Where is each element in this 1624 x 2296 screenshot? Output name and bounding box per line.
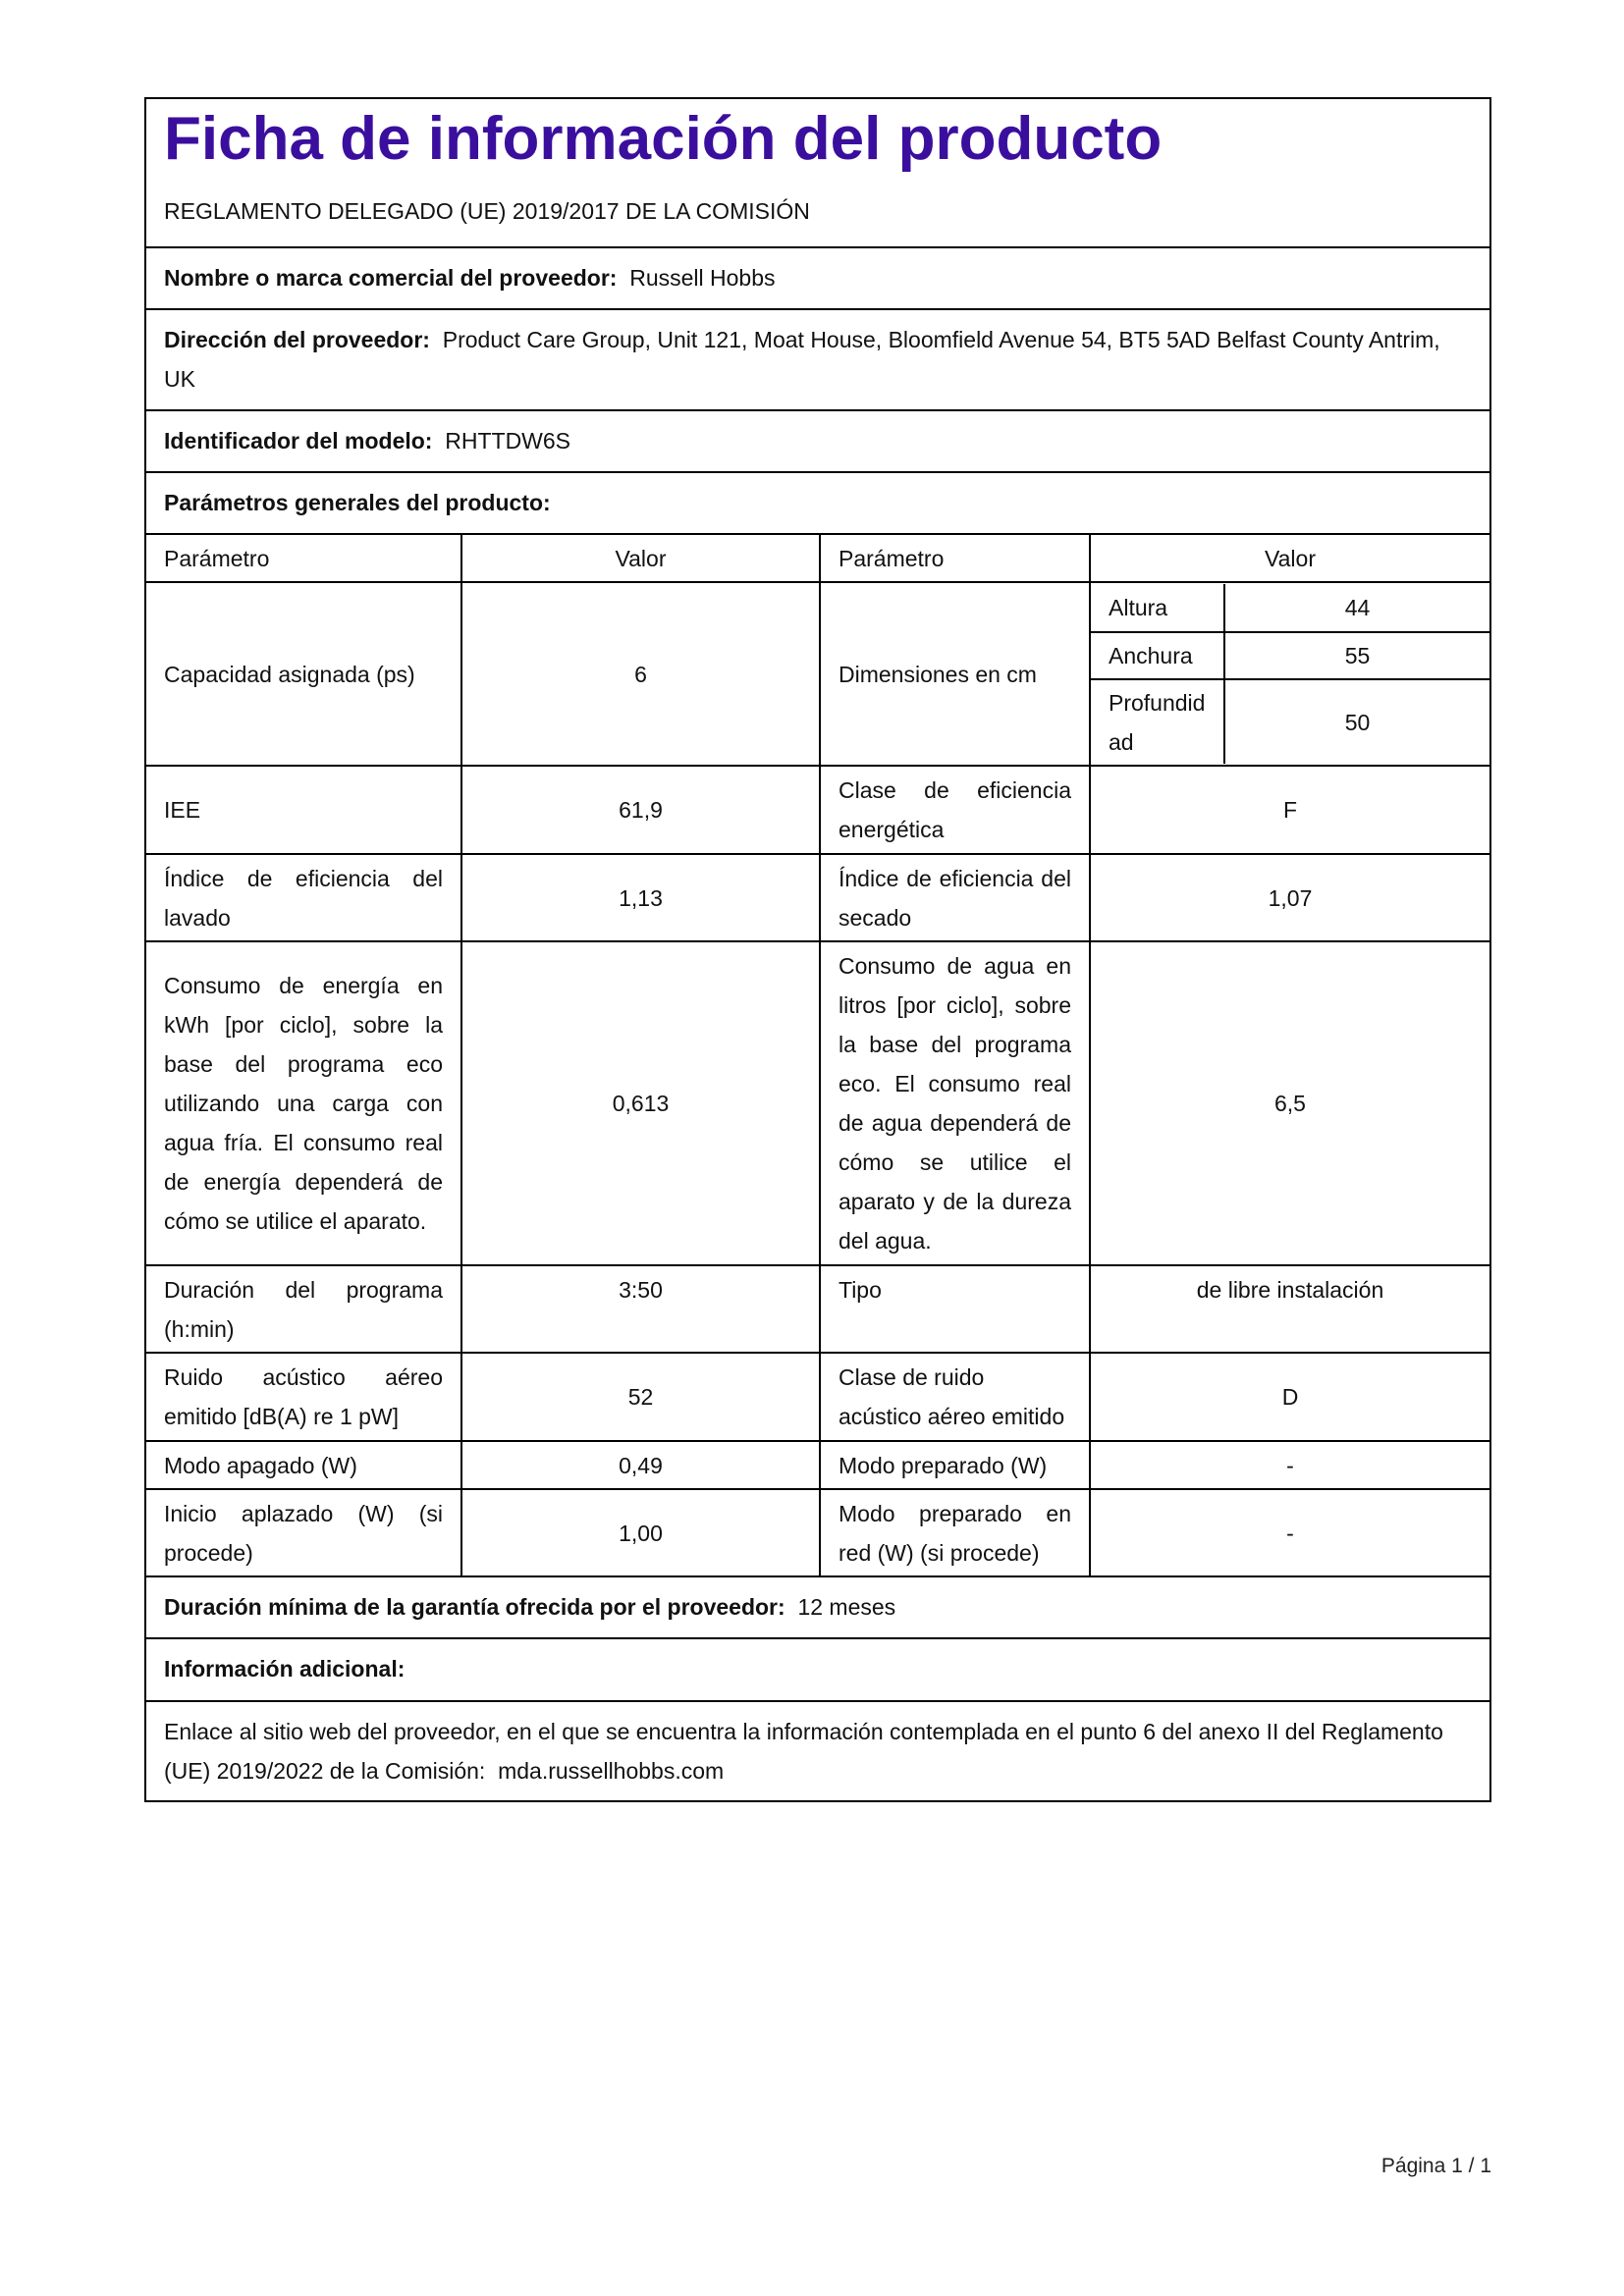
header-cell: Parámetro bbox=[146, 535, 462, 583]
value-cell: - bbox=[1089, 1488, 1489, 1575]
warranty-label: Duración mínima de la garantía ofrecida … bbox=[164, 1594, 785, 1620]
value-cell: 1,13 bbox=[460, 853, 821, 942]
link-row: Enlace al sitio web del proveedor, en el… bbox=[146, 1702, 1489, 1800]
table-row: Capacidad asignada (ps) 6 Dimensiones en… bbox=[146, 581, 1489, 767]
param-cell: Índice de eficiencia del lavado bbox=[146, 853, 462, 942]
model-row: Identificador del modelo: RHTTDW6S bbox=[146, 411, 1489, 473]
value-cell: 61,9 bbox=[460, 765, 821, 855]
param-cell: Modo preparado en red (W) (si procede) bbox=[819, 1488, 1091, 1575]
supplier-name-row: Nombre o marca comercial del proveedor: … bbox=[146, 248, 1489, 310]
param-cell: Ruido acústico aéreo emitido [dB(A) re 1… bbox=[146, 1352, 462, 1442]
param-cell: Inicio aplazado (W) (si procede) bbox=[146, 1488, 462, 1575]
value-cell: 6,5 bbox=[1089, 940, 1489, 1266]
value-cell: F bbox=[1089, 765, 1489, 855]
table-row: Índice de eficiencia del lavado 1,13 Índ… bbox=[146, 853, 1489, 942]
table-row: Inicio aplazado (W) (si procede) 1,00 Mo… bbox=[146, 1488, 1489, 1575]
additional-info-row: Información adicional: bbox=[146, 1639, 1489, 1702]
dim-label: Profundidad bbox=[1091, 679, 1225, 764]
value-cell: - bbox=[1089, 1440, 1489, 1490]
value-cell: 0,49 bbox=[460, 1440, 821, 1490]
param-cell: Consumo de agua en litros [por ciclo], s… bbox=[819, 940, 1091, 1266]
param-cell: IEE bbox=[146, 765, 462, 855]
table-row: Modo apagado (W) 0,49 Modo preparado (W)… bbox=[146, 1440, 1489, 1490]
dim-label: Altura bbox=[1091, 584, 1225, 633]
table-row: Consumo de energía en kWh [por ciclo], s… bbox=[146, 940, 1489, 1266]
header-block: Ficha de información del producto REGLAM… bbox=[146, 99, 1489, 248]
value-cell: 52 bbox=[460, 1352, 821, 1442]
param-cell: Clase de eficiencia energética bbox=[819, 765, 1091, 855]
value-cell: 0,613 bbox=[460, 940, 821, 1266]
value-cell: 6 bbox=[460, 581, 821, 767]
page-title: Ficha de información del producto bbox=[164, 105, 1163, 173]
dimensions-table: Altura 44 Anchura 55 Profundidad 50 bbox=[1091, 584, 1489, 764]
param-cell: Consumo de energía en kWh [por ciclo], s… bbox=[146, 940, 462, 1266]
table-row: Duración del programa (h:min) 3:50 Tipo … bbox=[146, 1264, 1489, 1354]
params-table-block: Parámetro Valor Parámetro Valor Capacida… bbox=[146, 535, 1489, 1577]
value-cell: de libre instalación bbox=[1089, 1264, 1489, 1354]
value-cell: 1,07 bbox=[1089, 853, 1489, 942]
param-cell: Dimensiones en cm bbox=[819, 581, 1091, 767]
dim-value: 50 bbox=[1344, 709, 1371, 735]
param-cell: Modo apagado (W) bbox=[146, 1440, 462, 1490]
dim-value: 55 bbox=[1224, 632, 1489, 680]
supplier-address-label: Dirección del proveedor: bbox=[164, 327, 430, 352]
header-cell: Valor bbox=[460, 535, 821, 583]
param-cell: Clase de ruido acústico aéreo emitido bbox=[819, 1352, 1091, 1442]
params-table: Parámetro Valor Parámetro Valor Capacida… bbox=[146, 535, 1489, 1575]
supplier-address-value: Product Care Group, Unit 121, Moat House… bbox=[164, 327, 1440, 392]
dimensions-cell: Altura 44 Anchura 55 Profundidad 50 bbox=[1089, 581, 1489, 767]
general-params-label: Parámetros generales del producto: bbox=[164, 490, 551, 515]
header-cell: Parámetro bbox=[819, 535, 1091, 583]
table-header-row: Parámetro Valor Parámetro Valor bbox=[146, 535, 1489, 583]
param-cell: Capacidad asignada (ps) bbox=[146, 581, 462, 767]
value-cell: D bbox=[1089, 1352, 1489, 1442]
model-label: Identificador del modelo: bbox=[164, 428, 433, 454]
header-cell: Valor bbox=[1089, 535, 1489, 583]
table-row: IEE 61,9 Clase de eficiencia energética … bbox=[146, 765, 1489, 855]
param-cell: Tipo bbox=[819, 1264, 1091, 1354]
dim-label: Anchura bbox=[1091, 632, 1225, 680]
additional-info-label: Información adicional: bbox=[164, 1656, 406, 1682]
param-cell: Duración del programa (h:min) bbox=[146, 1264, 462, 1354]
supplier-name-value: Russell Hobbs bbox=[629, 265, 776, 291]
param-cell: Modo preparado (W) bbox=[819, 1440, 1091, 1490]
supplier-name-label: Nombre o marca comercial del proveedor: bbox=[164, 265, 618, 291]
value-cell: 3:50 bbox=[460, 1264, 821, 1354]
warranty-row: Duración mínima de la garantía ofrecida … bbox=[146, 1577, 1489, 1639]
supplier-website-link[interactable]: mda.russellhobbs.com bbox=[498, 1758, 725, 1784]
link-text: Enlace al sitio web del proveedor, en el… bbox=[164, 1719, 1443, 1784]
regulation-text: REGLAMENTO DELEGADO (UE) 2019/2017 DE LA… bbox=[164, 198, 810, 224]
param-cell: Índice de eficiencia del secado bbox=[819, 853, 1091, 942]
product-info-sheet: Ficha de información del producto REGLAM… bbox=[144, 97, 1491, 1802]
supplier-address-row: Dirección del proveedor: Product Care Gr… bbox=[146, 310, 1489, 411]
model-value: RHTTDW6S bbox=[445, 428, 571, 454]
general-params-row: Parámetros generales del producto: bbox=[146, 473, 1489, 535]
page-number: Página 1 / 1 bbox=[1380, 2155, 1491, 2177]
value-cell: 1,00 bbox=[460, 1488, 821, 1575]
table-row: Ruido acústico aéreo emitido [dB(A) re 1… bbox=[146, 1352, 1489, 1442]
dim-value: 44 bbox=[1224, 584, 1489, 633]
warranty-value: 12 meses bbox=[797, 1594, 896, 1620]
